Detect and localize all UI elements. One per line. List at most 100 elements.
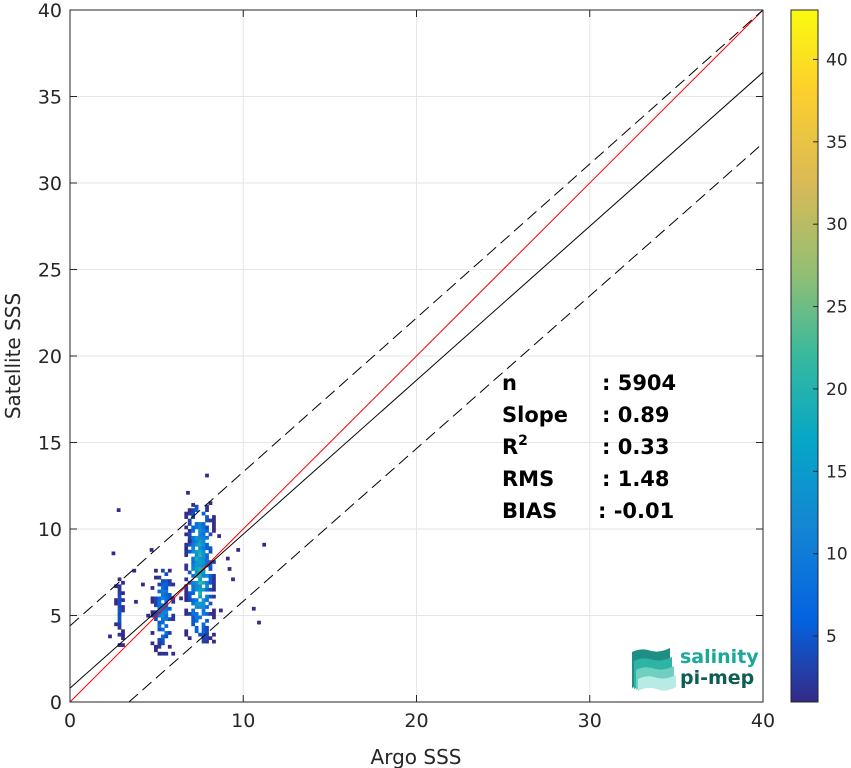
density-cell [121,629,125,634]
density-cell [184,549,189,554]
density-cell [160,617,165,621]
density-cell [198,587,202,592]
density-cell [160,613,165,618]
density-cell [187,508,192,512]
density-cell [198,532,202,537]
density-cell [205,556,209,561]
density-cell [201,587,206,592]
density-cell [194,570,199,575]
density-cell [201,636,206,641]
density-cell [184,598,189,602]
density-cell [205,515,209,519]
density-cell [205,625,209,630]
density-cell [208,549,213,554]
density-cell [201,580,206,585]
density-cell [150,599,155,604]
density-cell [198,580,202,585]
density-cell [191,584,196,589]
density-cell [198,605,202,609]
reference-lines [70,10,763,702]
density-cell [201,639,206,644]
density-cell [187,518,192,523]
x-tick-label: 20 [404,710,428,732]
density-cell [164,617,169,621]
density-cell [117,625,122,630]
density-cell [212,594,216,599]
density-cell [117,584,122,589]
density-cell [198,573,202,578]
density-cell [184,546,189,551]
sparse-cell [225,556,230,561]
density-cell [150,613,155,618]
density-cell [154,596,158,601]
density-cell [167,582,172,587]
density-cell [121,598,125,602]
density-cell [198,632,202,637]
density-cell [191,587,196,592]
density-cell [208,577,213,582]
density-cell [194,601,199,606]
colorbar-tick-label: 15 [826,462,848,482]
density-cell [117,615,122,620]
density-cell [201,629,206,634]
density-cell [160,634,165,639]
density-cell [157,599,162,604]
density-cell [194,504,199,509]
density-cell [171,613,176,618]
density-cell [184,612,189,616]
density-cell [208,501,213,506]
density-cell [191,601,196,606]
density-cell [117,618,122,623]
density-cell [187,511,192,516]
density-cell [121,608,125,613]
density-cell [201,553,206,557]
density-cell [117,598,122,602]
sparse-cell [179,596,183,601]
density-cell [191,615,196,620]
1-1-line-line [70,10,763,702]
density-cell [117,601,122,606]
density-cell [194,535,199,540]
density-cell [205,636,209,641]
density-cell [160,593,165,597]
density-cell [171,617,176,621]
stat-label: BIAS [502,499,557,523]
density-cell [157,637,162,642]
colorbar-tick-label: 30 [826,215,848,235]
density-cell [160,637,165,642]
sparse-cell [251,606,256,611]
density-cell [187,542,192,547]
density-cell [164,634,169,639]
density-cell [205,587,209,592]
density-cell [208,601,213,606]
density-cell [191,508,196,512]
density-cell [184,511,189,516]
sparse-cell [146,613,150,618]
density-cell [205,573,209,578]
density-cell [157,596,162,601]
y-tick-label: 30 [38,173,62,195]
density-cell [184,632,189,637]
density-cell [194,542,199,547]
density-cell [167,644,172,649]
density-cell [154,575,158,580]
density-cell [157,627,162,632]
density-cell [191,560,196,564]
density-cell [121,636,125,641]
density-cell [191,567,196,571]
density-cell [212,608,216,613]
density-cell [160,620,165,625]
density-cell [160,582,165,587]
density-cell [205,639,209,644]
sparse-cell [132,568,137,573]
density-cell [154,648,158,653]
density-cell [205,580,209,585]
density-cell [201,560,206,564]
density-cell [205,612,209,616]
y-tick-label: 40 [38,0,62,22]
density-cell [198,535,202,540]
density-cell [194,549,199,554]
density-cell [187,612,192,616]
density-cell [154,599,158,604]
